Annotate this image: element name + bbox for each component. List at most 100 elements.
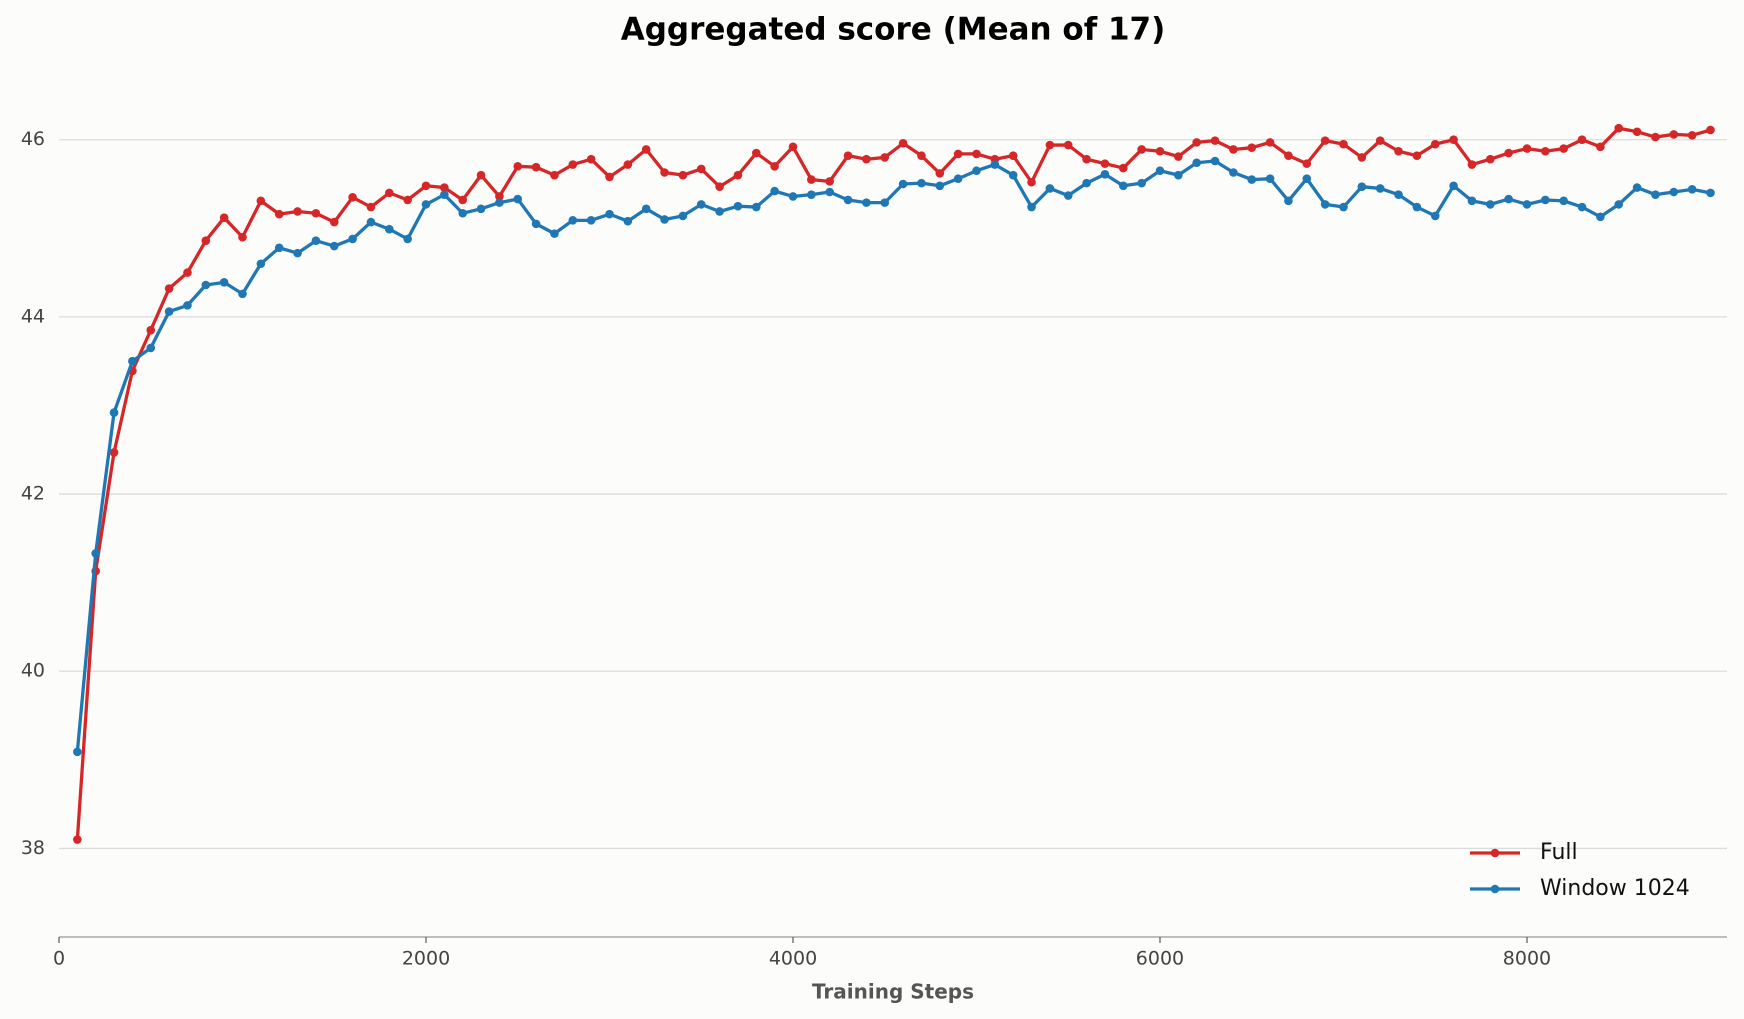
data-point [825,187,834,197]
data-point [1651,190,1660,199]
data-point [586,154,596,164]
data-point [641,145,651,154]
data-point [898,138,908,148]
legend-label: Full [1540,840,1578,865]
data-point [1522,200,1532,209]
data-point [1614,123,1624,133]
data-point [476,204,486,214]
x-tick-label: 8000 [1503,948,1551,970]
y-tick-label: 38 [21,837,45,859]
data-point [825,177,834,186]
data-point [531,162,541,172]
data-point [1394,190,1403,199]
data-point [1632,183,1642,192]
data-point [458,195,467,205]
data-point [770,186,779,196]
data-point [1137,178,1146,188]
data-point [880,153,890,162]
data-point [1284,196,1293,206]
data-point [660,215,669,224]
data-point [1706,125,1715,135]
data-point [1559,144,1568,153]
data-point [953,174,963,184]
data-point [311,236,321,246]
data-point [1412,202,1422,212]
data-point [678,211,688,221]
data-point [403,234,412,244]
data-point [1247,175,1257,184]
data-point [1504,194,1513,204]
y-tick-label: 42 [21,483,45,505]
data-point [788,142,798,152]
data-point [1430,139,1440,149]
data-point [751,148,761,158]
data-point [183,301,192,310]
data-point [1100,169,1110,179]
data-point [513,194,523,204]
data-point [384,224,394,234]
data-point [1430,211,1440,221]
data-point [531,219,541,229]
legend-marker [1490,884,1500,894]
data-point [605,209,614,219]
data-point [109,448,119,457]
data-point [109,408,119,417]
data-point [1137,145,1146,154]
data-point [1045,184,1055,193]
data-point [73,747,82,757]
data-point [164,284,174,293]
data-point [862,154,871,164]
data-point [623,160,633,169]
data-point [1687,185,1697,194]
x-tick-label: 2000 [402,948,450,970]
data-point [1174,152,1183,161]
y-tick-label: 46 [21,128,45,150]
data-point [917,151,926,160]
data-point [311,208,321,218]
y-tick-label: 40 [21,660,45,682]
data-point [219,278,229,287]
data-point [568,216,578,225]
data-point [1229,145,1238,154]
data-point [329,217,339,227]
data-point [1155,146,1165,156]
data-point [1100,159,1110,168]
data-point [384,188,394,198]
data-point [1449,135,1458,145]
data-point [201,280,211,290]
data-point [1706,188,1715,198]
data-point [256,196,266,206]
data-point [641,204,651,214]
data-point [1174,170,1183,180]
data-point [495,198,504,207]
data-point [1467,160,1477,169]
data-point [1614,200,1624,209]
data-point [1541,146,1550,156]
data-point [274,209,284,219]
data-point [458,208,467,218]
data-point [128,356,137,366]
data-point [935,169,945,178]
data-point [1192,138,1201,147]
data-point [164,307,174,316]
data-point [366,202,376,212]
x-tick-label: 4000 [769,948,817,970]
data-point [862,198,871,207]
data-point [1063,140,1073,150]
data-point [715,207,724,216]
data-point [201,236,211,246]
data-point [1669,130,1679,139]
data-point [917,178,926,188]
data-point [1394,146,1403,156]
data-point [1063,191,1073,200]
data-point [733,201,743,211]
data-point [807,190,816,199]
data-point [1375,136,1385,145]
data-point [1596,142,1605,152]
data-point [1265,138,1275,147]
data-point [715,182,724,191]
data-point [696,200,706,209]
data-point [1247,143,1257,152]
